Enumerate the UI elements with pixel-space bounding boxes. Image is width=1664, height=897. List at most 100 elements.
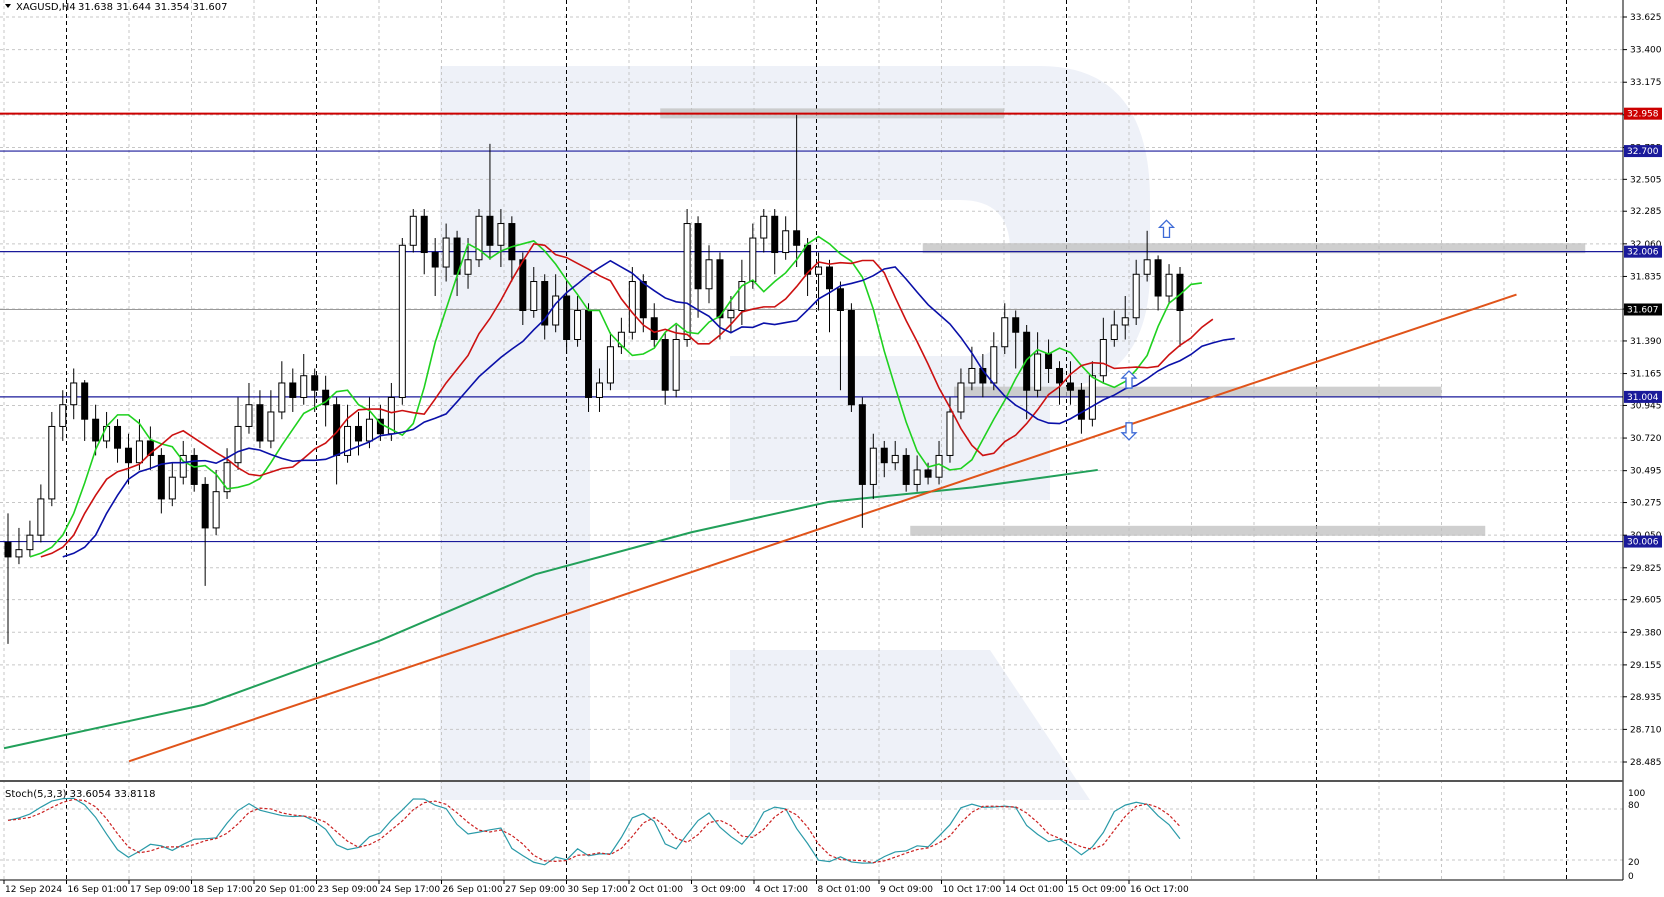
candle-bull bbox=[409, 215, 417, 246]
x-tick-label: 26 Sep 01:00 bbox=[443, 885, 503, 895]
horizontal-levels[interactable] bbox=[0, 112, 1623, 543]
symbol-label[interactable]: XAGUSD,H4 bbox=[16, 2, 76, 13]
candle-bull bbox=[1143, 259, 1151, 275]
candle-bear bbox=[289, 382, 297, 398]
candle-bear bbox=[541, 281, 549, 326]
candle-bull bbox=[869, 447, 877, 485]
candle-bull bbox=[891, 454, 899, 464]
candle-bear bbox=[694, 223, 702, 290]
candle-bear bbox=[114, 425, 122, 449]
candle-bull bbox=[552, 295, 560, 326]
watermark-logo bbox=[440, 66, 1150, 800]
price-tags: 32.958 32.700 32.006 31.607 31.004 30.006 bbox=[1624, 107, 1662, 548]
symbol-dropdown-icon[interactable] bbox=[5, 4, 11, 8]
candle-bear bbox=[311, 375, 319, 391]
x-tick-label: 12 Sep 2024 bbox=[5, 885, 62, 895]
candle-bear bbox=[420, 215, 428, 254]
candle-bull bbox=[1110, 324, 1118, 340]
candle-bear bbox=[880, 447, 888, 464]
x-tick-label: 16 Sep 01:00 bbox=[68, 885, 128, 895]
x-tick-label: 24 Sep 17:00 bbox=[380, 885, 440, 895]
watermark-block bbox=[730, 356, 1050, 500]
candle-bear bbox=[771, 215, 779, 254]
y-tick-label: 31.835 bbox=[1630, 272, 1662, 282]
candle-bull bbox=[990, 346, 998, 384]
candle-bull bbox=[913, 469, 921, 485]
candle-bull bbox=[212, 491, 220, 529]
y-tick-label: 28.710 bbox=[1630, 725, 1662, 735]
candle-bull bbox=[957, 382, 965, 413]
y-tick-label: 28.935 bbox=[1630, 693, 1662, 703]
y-tick-label: 30.495 bbox=[1630, 467, 1662, 477]
candle-bull bbox=[223, 462, 231, 493]
candle-bear bbox=[585, 310, 593, 398]
candle-bull bbox=[1088, 375, 1096, 420]
candle-bull bbox=[628, 281, 636, 333]
candle-bear bbox=[924, 469, 932, 478]
x-tick-label: 3 Oct 09:00 bbox=[693, 885, 746, 895]
candle-bull bbox=[278, 382, 286, 413]
candle-bull bbox=[135, 440, 143, 464]
candle-bull bbox=[234, 425, 242, 464]
candle-bear bbox=[201, 483, 209, 529]
candle-bull bbox=[464, 259, 472, 275]
candle-bear bbox=[519, 259, 527, 312]
candle-bull bbox=[705, 259, 713, 290]
long-moving-average bbox=[3, 468, 1098, 750]
candle-bear bbox=[639, 281, 647, 319]
price-tag-bg bbox=[1624, 390, 1662, 403]
candle-bull bbox=[26, 534, 34, 551]
candle-bear bbox=[979, 367, 987, 384]
y-tick-label: 31.165 bbox=[1630, 370, 1662, 380]
candle-bull bbox=[815, 266, 823, 275]
trendline[interactable] bbox=[128, 293, 1517, 763]
candle-bull bbox=[738, 281, 746, 312]
candle-bear bbox=[563, 295, 571, 340]
candle-bull bbox=[475, 215, 483, 261]
y-tick-label: 31.390 bbox=[1630, 337, 1662, 347]
candle-bull bbox=[574, 310, 582, 340]
y-tick-label: 29.380 bbox=[1630, 628, 1662, 638]
candle-bull bbox=[70, 382, 78, 406]
trendline-line bbox=[128, 293, 1517, 763]
candle-bull bbox=[497, 223, 505, 246]
stoch-axis-0: 0 bbox=[1628, 872, 1634, 882]
candle-bear bbox=[355, 425, 363, 442]
candle-bear bbox=[4, 541, 12, 558]
candle-bear bbox=[146, 440, 154, 456]
y-tick-label: 32.285 bbox=[1630, 207, 1662, 217]
candle-bear bbox=[1056, 367, 1064, 384]
candle-bear bbox=[157, 454, 165, 500]
zone-band bbox=[922, 243, 1586, 254]
zone-band bbox=[910, 525, 1486, 536]
y-tick-label: 28.485 bbox=[1630, 758, 1662, 768]
stoch-label: Stoch(5,3,3) 33.6054 33.8118 bbox=[5, 789, 156, 800]
candle-bear bbox=[256, 404, 264, 442]
candle-bull bbox=[617, 331, 625, 348]
x-tick-label: 20 Sep 01:00 bbox=[255, 885, 315, 895]
candle-bull bbox=[442, 237, 450, 268]
x-tick-label: 4 Oct 17:00 bbox=[755, 885, 808, 895]
candlestick-series bbox=[4, 114, 1184, 644]
candle-bull bbox=[530, 281, 538, 312]
arrow-up-icon bbox=[1120, 370, 1138, 389]
candle-bull bbox=[727, 310, 735, 319]
y-tick-label: 29.605 bbox=[1630, 596, 1662, 606]
candle-bear bbox=[661, 338, 669, 391]
arrow-up-icon bbox=[1157, 219, 1176, 238]
candle-bull bbox=[595, 382, 603, 398]
stochastic-pane bbox=[0, 797, 1623, 866]
sma-slow-line bbox=[62, 259, 1235, 558]
stoch-axis-100: 100 bbox=[1628, 789, 1645, 799]
candle-bull bbox=[1121, 317, 1129, 326]
price-tag-bg bbox=[1624, 245, 1662, 258]
candle-bull bbox=[300, 375, 308, 398]
candle-bull bbox=[365, 418, 373, 442]
zone-band bbox=[954, 386, 1442, 397]
candle-bear bbox=[902, 454, 910, 485]
candle-bear bbox=[793, 230, 801, 246]
candle-bear bbox=[508, 223, 516, 261]
price-tag-bg bbox=[1624, 535, 1662, 548]
price-tag-bg bbox=[1624, 107, 1662, 120]
